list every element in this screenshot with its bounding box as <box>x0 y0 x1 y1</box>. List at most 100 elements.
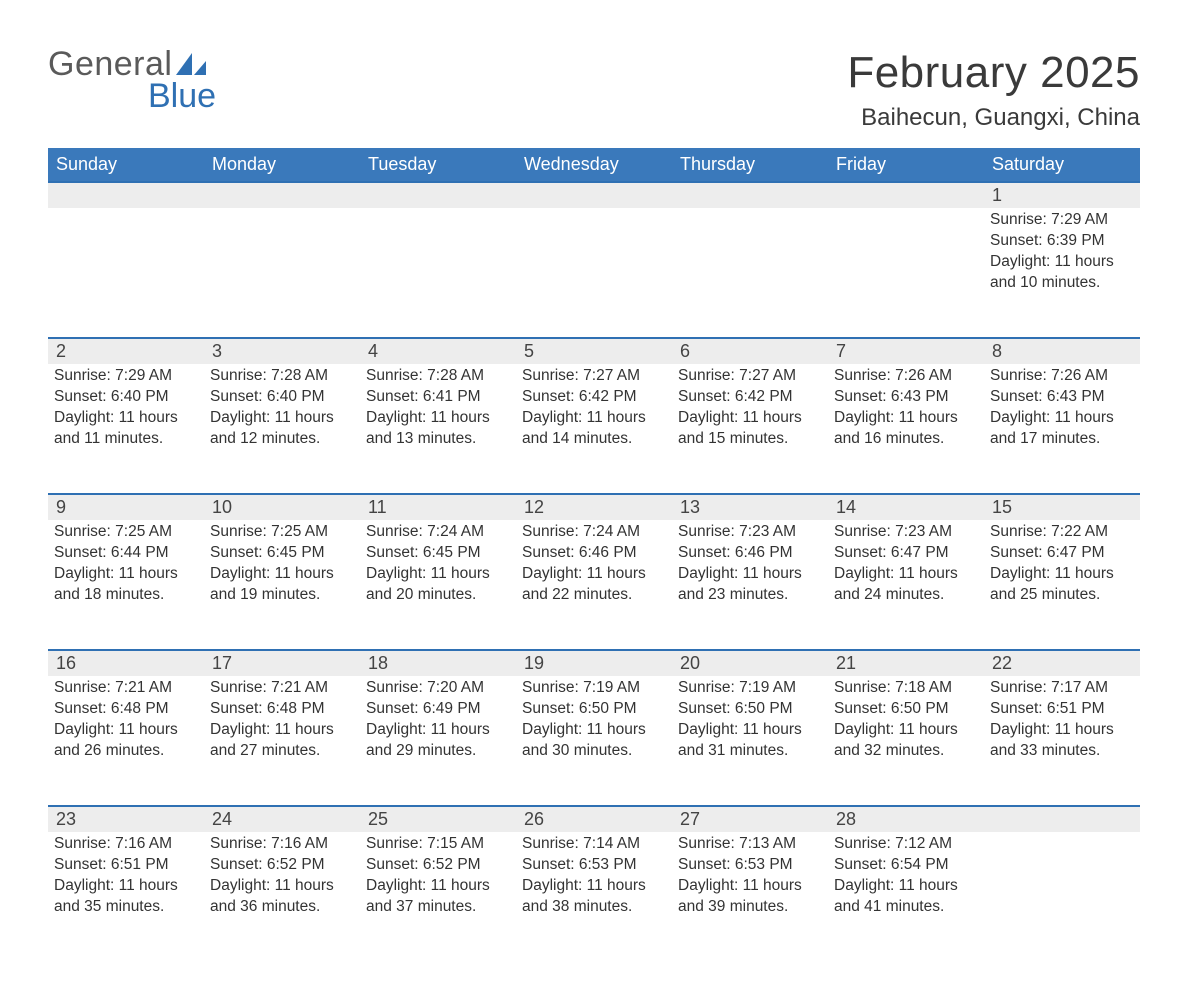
sun-info: Sunrise: 7:28 AMSunset: 6:40 PMDaylight:… <box>210 364 354 450</box>
weekday-header-cell: Sunday <box>48 148 204 182</box>
day-cell: Sunrise: 7:27 AMSunset: 6:42 PMDaylight:… <box>672 364 828 494</box>
day-number-cell <box>204 182 360 208</box>
generalblue-logo: General Blue <box>48 48 216 113</box>
sun-info: Sunrise: 7:18 AMSunset: 6:50 PMDaylight:… <box>834 676 978 762</box>
day-cell: Sunrise: 7:28 AMSunset: 6:41 PMDaylight:… <box>360 364 516 494</box>
day-cell: Sunrise: 7:19 AMSunset: 6:50 PMDaylight:… <box>516 676 672 806</box>
sun-info: Sunrise: 7:16 AMSunset: 6:51 PMDaylight:… <box>54 832 198 918</box>
location: Baihecun, Guangxi, China <box>847 104 1140 132</box>
week-band-row: 1 <box>48 182 1140 208</box>
sun-info: Sunrise: 7:26 AMSunset: 6:43 PMDaylight:… <box>834 364 978 450</box>
day-cell: Sunrise: 7:22 AMSunset: 6:47 PMDaylight:… <box>984 520 1140 650</box>
day-number-cell <box>48 182 204 208</box>
day-cell: Sunrise: 7:29 AMSunset: 6:40 PMDaylight:… <box>48 364 204 494</box>
day-number-cell: 15 <box>984 494 1140 520</box>
calendar-table: SundayMondayTuesdayWednesdayThursdayFrid… <box>48 148 1140 962</box>
day-cell <box>204 208 360 338</box>
sun-info: Sunrise: 7:19 AMSunset: 6:50 PMDaylight:… <box>678 676 822 762</box>
day-number-cell: 17 <box>204 650 360 676</box>
weekday-header-cell: Wednesday <box>516 148 672 182</box>
week-content-row: Sunrise: 7:16 AMSunset: 6:51 PMDaylight:… <box>48 832 1140 962</box>
sun-info: Sunrise: 7:16 AMSunset: 6:52 PMDaylight:… <box>210 832 354 918</box>
day-cell: Sunrise: 7:15 AMSunset: 6:52 PMDaylight:… <box>360 832 516 962</box>
month-title: February 2025 <box>847 48 1140 98</box>
day-cell: Sunrise: 7:14 AMSunset: 6:53 PMDaylight:… <box>516 832 672 962</box>
day-number-cell: 20 <box>672 650 828 676</box>
sun-info: Sunrise: 7:27 AMSunset: 6:42 PMDaylight:… <box>678 364 822 450</box>
day-number-cell <box>984 806 1140 832</box>
sun-info: Sunrise: 7:19 AMSunset: 6:50 PMDaylight:… <box>522 676 666 762</box>
calendar-page: General Blue February 2025 Baihecun, Gua… <box>0 0 1188 986</box>
day-number-cell: 3 <box>204 338 360 364</box>
sun-info: Sunrise: 7:12 AMSunset: 6:54 PMDaylight:… <box>834 832 978 918</box>
day-number-cell: 7 <box>828 338 984 364</box>
day-cell: Sunrise: 7:26 AMSunset: 6:43 PMDaylight:… <box>984 364 1140 494</box>
day-cell: Sunrise: 7:18 AMSunset: 6:50 PMDaylight:… <box>828 676 984 806</box>
day-cell <box>48 208 204 338</box>
week-band-row: 232425262728 <box>48 806 1140 832</box>
week-content-row: Sunrise: 7:29 AMSunset: 6:39 PMDaylight:… <box>48 208 1140 338</box>
day-cell <box>360 208 516 338</box>
sun-info: Sunrise: 7:20 AMSunset: 6:49 PMDaylight:… <box>366 676 510 762</box>
day-cell: Sunrise: 7:25 AMSunset: 6:45 PMDaylight:… <box>204 520 360 650</box>
week-band-row: 2345678 <box>48 338 1140 364</box>
day-cell: Sunrise: 7:24 AMSunset: 6:45 PMDaylight:… <box>360 520 516 650</box>
sun-info: Sunrise: 7:13 AMSunset: 6:53 PMDaylight:… <box>678 832 822 918</box>
day-number-cell <box>672 182 828 208</box>
sun-info: Sunrise: 7:21 AMSunset: 6:48 PMDaylight:… <box>54 676 198 762</box>
week-band-row: 9101112131415 <box>48 494 1140 520</box>
day-number-cell: 11 <box>360 494 516 520</box>
day-cell: Sunrise: 7:23 AMSunset: 6:47 PMDaylight:… <box>828 520 984 650</box>
day-cell: Sunrise: 7:29 AMSunset: 6:39 PMDaylight:… <box>984 208 1140 338</box>
sun-info: Sunrise: 7:23 AMSunset: 6:47 PMDaylight:… <box>834 520 978 606</box>
day-cell <box>516 208 672 338</box>
day-number-cell: 18 <box>360 650 516 676</box>
day-cell: Sunrise: 7:16 AMSunset: 6:52 PMDaylight:… <box>204 832 360 962</box>
day-cell: Sunrise: 7:25 AMSunset: 6:44 PMDaylight:… <box>48 520 204 650</box>
sun-info: Sunrise: 7:27 AMSunset: 6:42 PMDaylight:… <box>522 364 666 450</box>
logo-word1: General <box>48 48 172 80</box>
day-number-cell: 26 <box>516 806 672 832</box>
day-number-cell: 5 <box>516 338 672 364</box>
heading: February 2025 Baihecun, Guangxi, China <box>847 48 1140 132</box>
day-cell: Sunrise: 7:21 AMSunset: 6:48 PMDaylight:… <box>204 676 360 806</box>
day-number-cell <box>516 182 672 208</box>
sun-info: Sunrise: 7:24 AMSunset: 6:45 PMDaylight:… <box>366 520 510 606</box>
header-bar: General Blue February 2025 Baihecun, Gua… <box>48 48 1140 132</box>
sun-info: Sunrise: 7:24 AMSunset: 6:46 PMDaylight:… <box>522 520 666 606</box>
day-number-cell: 2 <box>48 338 204 364</box>
day-number-cell: 22 <box>984 650 1140 676</box>
day-number-cell: 21 <box>828 650 984 676</box>
day-number-cell: 6 <box>672 338 828 364</box>
day-number-cell: 8 <box>984 338 1140 364</box>
day-number-cell: 24 <box>204 806 360 832</box>
day-number-cell <box>360 182 516 208</box>
day-cell <box>984 832 1140 962</box>
day-cell: Sunrise: 7:24 AMSunset: 6:46 PMDaylight:… <box>516 520 672 650</box>
day-cell: Sunrise: 7:12 AMSunset: 6:54 PMDaylight:… <box>828 832 984 962</box>
day-number-cell: 10 <box>204 494 360 520</box>
day-cell: Sunrise: 7:21 AMSunset: 6:48 PMDaylight:… <box>48 676 204 806</box>
day-number-cell: 28 <box>828 806 984 832</box>
sun-info: Sunrise: 7:28 AMSunset: 6:41 PMDaylight:… <box>366 364 510 450</box>
day-cell: Sunrise: 7:13 AMSunset: 6:53 PMDaylight:… <box>672 832 828 962</box>
sun-info: Sunrise: 7:25 AMSunset: 6:45 PMDaylight:… <box>210 520 354 606</box>
day-number-cell <box>828 182 984 208</box>
day-cell: Sunrise: 7:26 AMSunset: 6:43 PMDaylight:… <box>828 364 984 494</box>
day-number-cell: 1 <box>984 182 1140 208</box>
day-number-cell: 4 <box>360 338 516 364</box>
day-cell: Sunrise: 7:28 AMSunset: 6:40 PMDaylight:… <box>204 364 360 494</box>
sun-info: Sunrise: 7:21 AMSunset: 6:48 PMDaylight:… <box>210 676 354 762</box>
day-number-cell: 25 <box>360 806 516 832</box>
day-number-cell: 23 <box>48 806 204 832</box>
weekday-header-cell: Thursday <box>672 148 828 182</box>
day-number-cell: 12 <box>516 494 672 520</box>
day-cell: Sunrise: 7:17 AMSunset: 6:51 PMDaylight:… <box>984 676 1140 806</box>
week-content-row: Sunrise: 7:25 AMSunset: 6:44 PMDaylight:… <box>48 520 1140 650</box>
day-cell: Sunrise: 7:19 AMSunset: 6:50 PMDaylight:… <box>672 676 828 806</box>
logo-word2: Blue <box>48 80 216 112</box>
weekday-header-cell: Saturday <box>984 148 1140 182</box>
weekday-header-cell: Tuesday <box>360 148 516 182</box>
day-cell: Sunrise: 7:20 AMSunset: 6:49 PMDaylight:… <box>360 676 516 806</box>
sun-info: Sunrise: 7:17 AMSunset: 6:51 PMDaylight:… <box>990 676 1134 762</box>
